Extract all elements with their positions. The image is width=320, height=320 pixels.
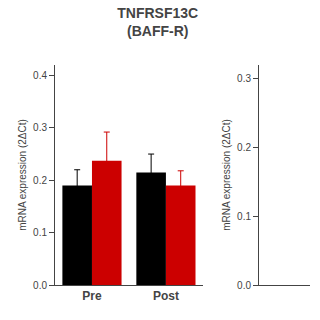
svg-text:TNFRSF13C(BAFF-R): TNFRSF13C(BAFF-R)	[117, 5, 198, 39]
svg-text:mRNA expression (2ΔCt): mRNA expression (2ΔCt)	[17, 119, 28, 231]
svg-text:0.0: 0.0	[33, 280, 47, 291]
svg-text:0.0: 0.0	[237, 280, 251, 291]
svg-text:0.1: 0.1	[237, 211, 251, 222]
svg-text:0.2: 0.2	[33, 175, 47, 186]
svg-text:Post: Post	[153, 289, 179, 303]
svg-text:0.3: 0.3	[237, 73, 251, 84]
svg-text:0.3: 0.3	[33, 122, 47, 133]
svg-text:0.4: 0.4	[33, 70, 47, 81]
svg-text:0.2: 0.2	[237, 142, 251, 153]
svg-text:Pre: Pre	[82, 289, 102, 303]
svg-text:mRNA expression (2ΔCt): mRNA expression (2ΔCt)	[221, 119, 232, 231]
svg-text:0.1: 0.1	[33, 227, 47, 238]
